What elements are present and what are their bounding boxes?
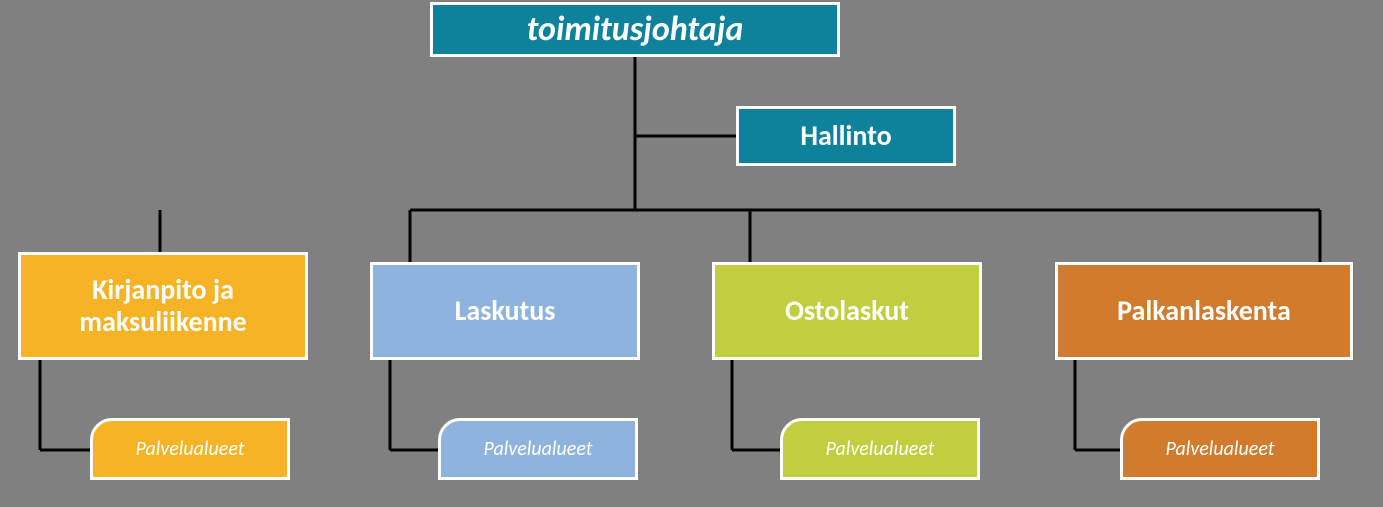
- node-dept-3: Palkanlaskenta: [1055, 262, 1353, 360]
- node-dept-1-label: Laskutus: [455, 295, 556, 327]
- node-child-1-label: Palvelualueet: [483, 438, 592, 461]
- node-child-2: Palvelualueet: [780, 418, 980, 480]
- node-child-0-label: Palvelualueet: [135, 438, 244, 461]
- node-dept-2: Ostolaskut: [712, 262, 982, 360]
- node-dept-3-label: Palkanlaskenta: [1117, 295, 1291, 327]
- node-child-1: Palvelualueet: [438, 418, 638, 480]
- node-dept-0-label: Kirjanpito jamaksuliikenne: [79, 274, 247, 338]
- node-dept-1: Laskutus: [370, 262, 640, 360]
- node-child-0: Palvelualueet: [90, 418, 290, 480]
- node-hallinto: Hallinto: [736, 106, 956, 166]
- node-dept-0: Kirjanpito jamaksuliikenne: [18, 252, 308, 360]
- node-hallinto-label: Hallinto: [800, 120, 891, 152]
- node-child-3-label: Palvelualueet: [1165, 438, 1274, 461]
- node-dept-2-label: Ostolaskut: [785, 295, 909, 327]
- node-root-label: toimitusjohtaja: [527, 10, 744, 49]
- node-root: toimitusjohtaja: [430, 2, 840, 57]
- node-child-3: Palvelualueet: [1120, 418, 1320, 480]
- node-child-2-label: Palvelualueet: [825, 438, 934, 461]
